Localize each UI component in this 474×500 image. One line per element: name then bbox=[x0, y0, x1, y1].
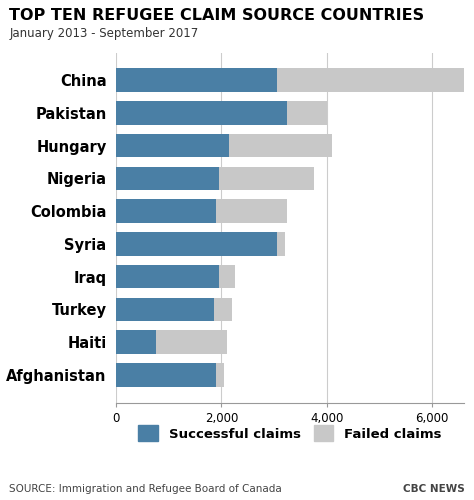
Bar bbox=[219, 265, 235, 288]
Bar bbox=[229, 134, 332, 158]
Bar bbox=[116, 265, 219, 288]
Bar bbox=[116, 363, 216, 386]
Bar bbox=[116, 330, 155, 354]
Bar bbox=[116, 68, 277, 92]
Bar bbox=[116, 200, 216, 223]
Bar bbox=[116, 134, 229, 158]
Bar bbox=[116, 101, 287, 124]
Bar bbox=[155, 330, 227, 354]
Bar bbox=[287, 101, 327, 124]
Text: SOURCE: Immigration and Refugee Board of Canada: SOURCE: Immigration and Refugee Board of… bbox=[9, 484, 282, 494]
Text: January 2013 - September 2017: January 2013 - September 2017 bbox=[9, 28, 199, 40]
Bar bbox=[216, 363, 224, 386]
Bar bbox=[213, 298, 232, 321]
Legend: Successful claims, Failed claims: Successful claims, Failed claims bbox=[133, 420, 447, 446]
Bar bbox=[277, 68, 464, 92]
Bar bbox=[116, 166, 219, 190]
Bar bbox=[219, 166, 313, 190]
Bar bbox=[277, 232, 284, 256]
Text: TOP TEN REFUGEE CLAIM SOURCE COUNTRIES: TOP TEN REFUGEE CLAIM SOURCE COUNTRIES bbox=[9, 8, 425, 22]
Bar bbox=[216, 200, 287, 223]
Bar bbox=[116, 298, 213, 321]
Text: CBC NEWS: CBC NEWS bbox=[403, 484, 465, 494]
Bar bbox=[116, 232, 277, 256]
